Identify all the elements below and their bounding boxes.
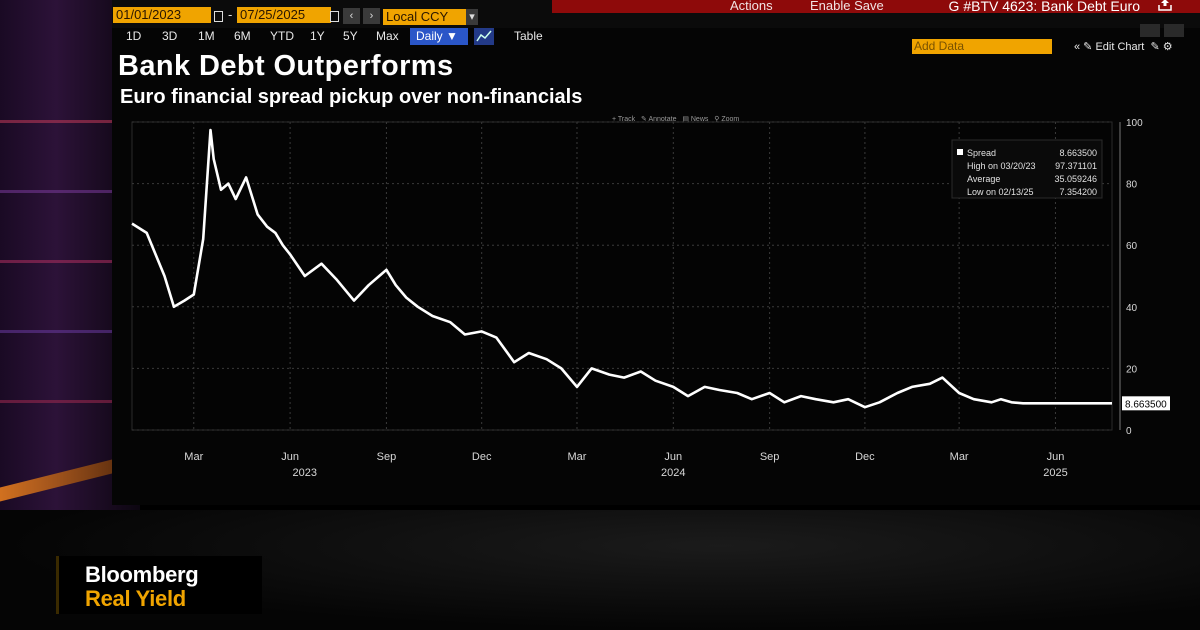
legend-value: 8.663500 <box>1059 148 1097 158</box>
y-tick-label: 20 <box>1126 364 1138 375</box>
x-year-label: 2023 <box>293 467 317 479</box>
zoom-tool[interactable]: ⚲ Zoom <box>714 116 740 123</box>
frequency-select[interactable]: Daily ▼ <box>410 28 468 45</box>
x-tick-label: Mar <box>950 451 969 463</box>
x-tick-label: Sep <box>760 451 780 463</box>
next-period-button[interactable]: › <box>363 8 380 24</box>
show-logo: Bloomberg Real Yield <box>56 556 262 614</box>
period-max[interactable]: Max <box>376 29 399 43</box>
period-ytd[interactable]: YTD <box>270 29 294 43</box>
x-tick-label: Mar <box>184 451 203 463</box>
x-tick-label: Sep <box>377 451 397 463</box>
legend-value: 7.354200 <box>1059 187 1097 197</box>
add-data-input[interactable]: Add Data <box>912 39 1052 54</box>
period-5y[interactable]: 5Y <box>343 29 358 43</box>
chart-tools: + Track ✎ Annotate ▤ News ⚲ Zoom <box>612 115 739 123</box>
function-bar: Actions Enable Save <box>552 0 1200 13</box>
track-tool[interactable]: + Track <box>612 116 636 123</box>
period-6m[interactable]: 6M <box>234 29 251 43</box>
period-1y[interactable]: 1Y <box>310 29 325 43</box>
edit-chart-button[interactable]: « ✎ Edit Chart ✎ ⚙ <box>1074 41 1173 53</box>
period-1m[interactable]: 1M <box>198 29 215 43</box>
y-tick-label: 0 <box>1126 426 1132 437</box>
period-1d[interactable]: 1D <box>126 29 142 43</box>
x-tick-label: Mar <box>568 451 587 463</box>
last-value-tag <box>1122 396 1170 411</box>
legend-value: 35.059246 <box>1054 174 1097 184</box>
x-year-label: 2024 <box>661 467 685 479</box>
legend-swatch <box>957 149 963 155</box>
series-line-spread <box>131 128 1112 409</box>
y-tick-label: 60 <box>1126 241 1138 252</box>
calendar-icon[interactable] <box>330 11 339 22</box>
legend-label: Spread <box>967 148 996 158</box>
share-icon[interactable] <box>1158 0 1172 11</box>
legend-label: High on 03/20/23 <box>967 161 1036 171</box>
plot-area <box>131 121 1113 431</box>
legend: Spread 8.663500 High on 03/20/23 97.371101 A… <box>951 139 1103 199</box>
chart-title: Bank Debt Outperforms <box>118 50 454 82</box>
legend-label: Low on 02/13/25 <box>967 187 1034 197</box>
last-value-label: 8.663500 <box>1125 399 1167 410</box>
legend-box <box>951 139 1103 199</box>
annotate-tool[interactable]: ✎ Annotate <box>641 116 677 123</box>
enable-save-menu[interactable]: Enable Save <box>810 0 884 13</box>
y-tick-label: 40 <box>1126 303 1138 314</box>
prev-period-button[interactable]: ‹ <box>343 8 360 24</box>
line-chart: 0 20 40 60 80 100 Mar Jun Sep Dec Mar Jun Sep Dec Mar J… <box>131 118 1170 479</box>
chevron-down-icon[interactable]: ▾ <box>466 9 478 25</box>
x-tick-label: Jun <box>664 451 682 463</box>
line-chart-icon[interactable] <box>474 28 494 45</box>
currency-select[interactable]: Local CCY <box>383 9 469 25</box>
legend-value: 97.371101 <box>1055 161 1097 171</box>
period-3d[interactable]: 3D <box>162 29 178 43</box>
security-ticker: G #BTV 4623: Bank Debt Euro <box>948 0 1140 14</box>
y-tick-label: 80 <box>1126 180 1138 191</box>
edit-chart-label: Edit Chart <box>1095 41 1145 53</box>
x-tick-label: Jun <box>1047 451 1065 463</box>
start-date-field[interactable]: 01/01/2023 <box>113 7 211 23</box>
x-tick-label: Dec <box>855 451 875 463</box>
legend-label: Average <box>967 174 1000 184</box>
x-tick-label: Dec <box>472 451 492 463</box>
news-tool[interactable]: ▤ News <box>682 116 709 123</box>
x-year-label: 2025 <box>1043 467 1067 479</box>
logo-line-2: Real Yield <box>85 586 186 611</box>
undo-icon[interactable] <box>1140 24 1160 37</box>
table-button[interactable]: Table <box>514 29 543 43</box>
y-tick-label: 100 <box>1126 118 1143 129</box>
actions-menu[interactable]: Actions <box>730 0 773 13</box>
terminal-screen: Actions Enable Save G #BTV 4623: Bank De… <box>112 0 1200 505</box>
end-date-field[interactable]: 07/25/2025 <box>237 7 331 23</box>
x-tick-label: Jun <box>281 451 299 463</box>
calendar-icon[interactable] <box>214 11 223 22</box>
chart-subtitle: Euro financial spread pickup over non-fi… <box>120 86 583 108</box>
logo-line-1: Bloomberg <box>85 562 199 587</box>
redo-icon[interactable] <box>1164 24 1184 37</box>
